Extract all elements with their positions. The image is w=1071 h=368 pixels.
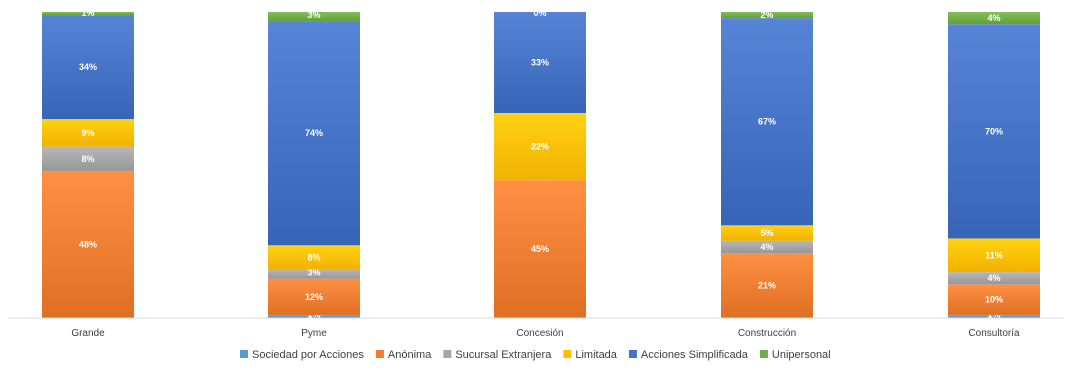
data-label-pyme-limitada: 8% [307,252,320,262]
data-label-grande-anonima: 48% [79,240,97,250]
bar-segment-construccion-acciones-simplificada [721,18,813,226]
bar-segment-construccion-anonima [721,253,813,318]
data-label-consultoria-unipersonal: 4% [987,13,1000,23]
data-label-grande-sucursal-extranjera: 8% [81,154,94,164]
data-label-concesion-anonima: 45% [531,244,549,254]
data-label-consultoria-limitada: 11% [985,250,1003,260]
legend-swatch-limitada [563,350,572,358]
data-label-pyme-anonima: 12% [305,292,323,302]
category-label-concesion: Concesión [516,328,563,339]
bar-segment-construccion-sucursal-extranjera [721,240,813,254]
legend: Sociedad por Acciones Anónima Sucursal Ext… [240,349,831,361]
category-label-consultoria: Consultoría [968,328,1020,339]
bar-segment-grande-acciones-simplificada [42,15,134,120]
bar-segment-pyme-sociedad-por-acciones [268,314,360,318]
bar-segment-pyme-acciones-simplificada [268,21,360,246]
bar-segment-grande-sucursal-extranjera [42,146,134,172]
data-label-construccion-sucursal-extranjera: 4% [760,242,773,252]
data-label-construccion-acciones-simplificada: 67% [758,117,776,127]
legend-label-limitada: Limitada [575,349,617,361]
data-label-consultoria-sucursal-extranjera: 4% [987,273,1000,283]
category-label-construccion: Construcción [738,328,796,339]
bar-segment-consultoria-unipersonal [948,12,1040,25]
legend-label-sucursal-extranjera: Sucursal Extranjera [455,349,552,361]
legend-label-anonima: Anónima [388,349,432,361]
bar-segment-pyme-anonima [268,278,360,315]
data-label-construccion-unipersonal: 2% [760,10,773,20]
bar-segment-pyme-limitada [268,245,360,270]
data-label-concesion-limitada: 22% [531,142,549,152]
data-label-pyme-unipersonal: 3% [307,10,320,20]
bar-segment-concesion-acciones-simplificada [494,12,586,113]
bar-segment-consultoria-acciones-simplificada [948,24,1040,239]
bar-segment-construccion-unipersonal [721,12,813,19]
data-label-pyme-sucursal-extranjera: 3% [307,268,320,278]
category-label-pyme: Pyme [301,328,327,339]
legend-label-acciones-simplificada: Acciones Simplificada [641,349,749,361]
bar-segment-consultoria-sociedad-por-acciones [948,314,1040,318]
bar-segment-grande-unipersonal [42,12,134,16]
data-label-grande-acciones-simplificada: 34% [79,62,97,72]
data-label-construccion-limitada: 5% [760,228,773,238]
data-label-concesion-unipersonal: 0% [533,8,546,18]
data-label-consultoria-anonima: 10% [985,295,1003,305]
bar-segment-concesion-anonima [494,180,586,318]
bar-segment-consultoria-sucursal-extranjera [948,272,1040,285]
legend-swatch-sociedad-por-acciones [240,350,248,358]
bar-segment-construccion-limitada [721,225,813,241]
legend-swatch-unipersonal [759,350,768,358]
data-label-construccion-anonima: 21% [758,281,776,291]
category-labels: Grande Pyme Concesión Construcción Consultor… [71,328,1020,339]
data-label-consultoria-acciones-simplificada: 70% [985,126,1003,136]
bar-segment-concesion-limitada [494,112,586,181]
data-label-concesion-acciones-simplificada: 33% [531,57,549,67]
data-label-grande-limitada: 9% [81,128,94,138]
category-label-grande: Grande [71,328,105,339]
bar-segment-consultoria-anonima [948,284,1040,315]
bars-group: 0%48%8%9%34%1%1%12%3%8%74%3%0%45%0%22%33… [42,8,1040,320]
data-label-pyme-acciones-simplificada: 74% [305,128,323,138]
legend-swatch-sucursal-extranjera [443,350,452,358]
bar-segment-pyme-sucursal-extranjera [268,269,360,279]
bar-segment-pyme-unipersonal [268,12,360,22]
bar-segment-grande-anonima [42,171,134,318]
legend-label-sociedad-por-acciones: Sociedad por Acciones [252,349,364,361]
legend-swatch-anonima [375,350,384,358]
legend-label-unipersonal: Unipersonal [772,349,831,361]
data-label-grande-unipersonal: 1% [81,8,94,18]
bar-segment-grande-limitada [42,119,134,147]
bar-segment-consultoria-limitada [948,238,1040,273]
legend-swatch-acciones-simplificada [628,350,637,358]
